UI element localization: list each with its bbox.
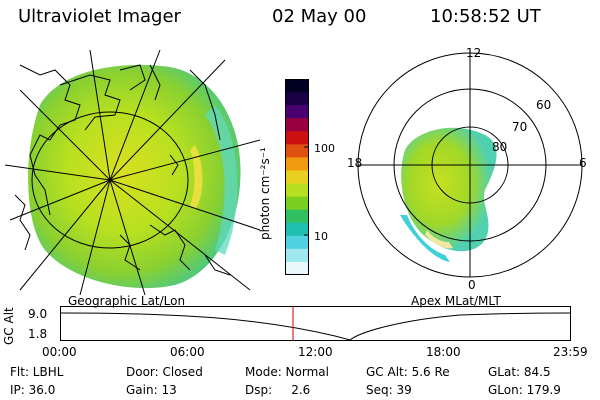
altitude-ytick-high: 9.0: [28, 307, 48, 321]
xtick-2359: 23:59: [553, 345, 588, 359]
colorbar-band: [285, 209, 309, 224]
mlt-label-12: 12: [466, 46, 482, 60]
lat-label-80: 80: [492, 140, 508, 154]
colorbar-band: [285, 157, 309, 171]
lat-label-60: 60: [536, 98, 552, 112]
colorbar-frame: [285, 79, 309, 275]
colorbar-band: [285, 196, 309, 211]
footer-mode: Mode: Normal: [245, 365, 329, 379]
colorbar-tick-10: 10: [314, 230, 328, 243]
footer-glon: GLon: 179.9: [488, 383, 561, 397]
xtick-0000: 00:00: [42, 345, 77, 359]
header-date: 02 May 00: [272, 6, 367, 27]
colorbar-band: [285, 170, 309, 185]
footer-glat: GLat: 84.5: [488, 365, 551, 379]
geographic-image: [4, 49, 261, 296]
footer-dsp: Dsp: 2.6: [245, 383, 311, 397]
footer-flt: Flt: LBHL: [10, 365, 64, 379]
colorbar: [285, 79, 309, 276]
left-panel-caption: Geographic Lat/Lon: [68, 294, 186, 308]
altitude-ytick-low: 1.8: [28, 327, 48, 341]
app-title: Ultraviolet Imager: [18, 6, 181, 27]
colorbar-band: [285, 144, 309, 158]
xtick-1800: 18:00: [426, 345, 461, 359]
header-time: 10:58:52 UT: [430, 6, 541, 27]
lat-label-70: 70: [512, 120, 528, 134]
footer-gcalt: GC Alt: 5.6 Re: [366, 365, 450, 379]
footer-door: Door: Closed: [126, 365, 203, 379]
footer-gain: Gain: 13: [126, 383, 177, 397]
altitude-plot: [59, 306, 572, 341]
mlt-label-0: 0: [468, 278, 476, 292]
xtick-1200: 12:00: [298, 345, 333, 359]
colorbar-band: [285, 235, 309, 250]
colorbar-band: [285, 222, 309, 237]
xtick-0600: 06:00: [170, 345, 205, 359]
colorbar-band: [285, 79, 309, 93]
mlt-label-6: 6: [579, 156, 587, 170]
colorbar-band: [285, 105, 309, 119]
colorbar-band: [285, 131, 309, 145]
colorbar-band: [285, 261, 309, 276]
colorbar-band: [285, 183, 309, 198]
colorbar-band: [285, 92, 309, 106]
right-panel-caption: Apex MLat/MLT: [411, 294, 501, 308]
footer-seq: Seq: 39: [366, 383, 412, 397]
colorbar-band: [285, 248, 309, 263]
mlt-label-18: 18: [347, 156, 363, 170]
altitude-ylabel: GC Alt: [2, 307, 16, 345]
colorbar-tick-100: 100: [314, 142, 335, 155]
magnetic-polar-plot: [357, 52, 583, 278]
colorbar-unit-label: photon cm⁻²s⁻¹: [258, 147, 272, 240]
colorbar-band: [285, 118, 309, 132]
footer-ip: IP: 36.0: [10, 383, 56, 397]
